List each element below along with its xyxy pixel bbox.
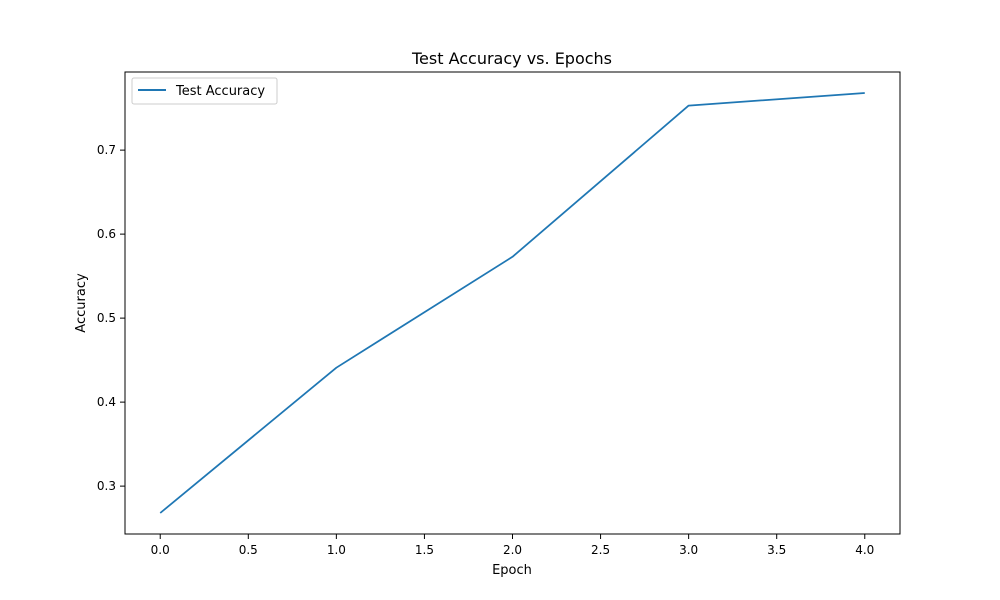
- x-tick-label: 0.5: [239, 543, 258, 557]
- y-tick-label: 0.3: [97, 479, 116, 493]
- x-tick-label: 3.5: [767, 543, 786, 557]
- y-tick-label: 0.7: [97, 143, 116, 157]
- x-axis-label: Epoch: [492, 563, 532, 578]
- x-tick-label: 1.0: [327, 543, 346, 557]
- y-tick-label: 0.6: [97, 227, 116, 241]
- y-tick-label: 0.4: [97, 395, 116, 409]
- y-tick-label: 0.5: [97, 311, 116, 325]
- chart-title: Test Accuracy vs. Epochs: [411, 49, 612, 68]
- legend-box: [131, 77, 278, 105]
- series-layer: [159, 92, 865, 514]
- x-axis-ticks: 0.0 0.5 1.0 1.5 2.0 2.5 3.0 3.5 4.0: [151, 534, 874, 557]
- y-axis-label: Accuracy: [74, 273, 89, 333]
- x-tick-label: 4.0: [855, 543, 874, 557]
- legend-label: Test Accuracy: [175, 84, 265, 99]
- x-tick-label: 1.5: [415, 543, 434, 557]
- legend: Test Accuracy: [131, 77, 278, 105]
- y-axis-ticks: 0.3 0.4 0.5 0.6 0.7: [97, 143, 125, 493]
- x-tick-label: 3.0: [679, 543, 698, 557]
- x-tick-label: 2.0: [503, 543, 522, 557]
- series-line-0: [159, 92, 865, 514]
- x-tick-label: 0.0: [151, 543, 170, 557]
- x-tick-label: 2.5: [591, 543, 610, 557]
